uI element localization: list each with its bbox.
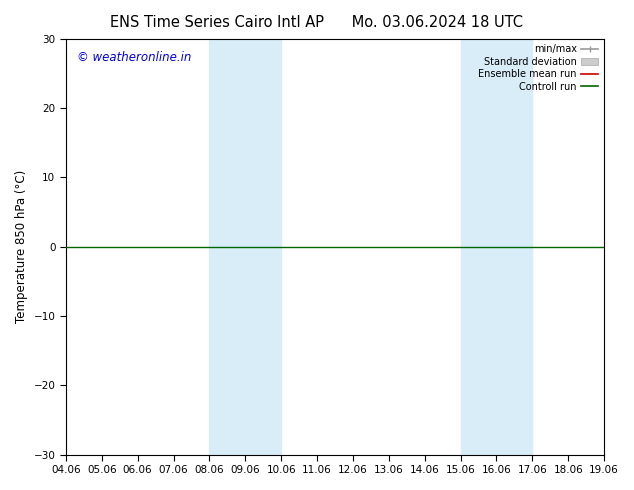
Y-axis label: Temperature 850 hPa (°C): Temperature 850 hPa (°C) (15, 170, 28, 323)
Bar (460, 39, 496, 455)
Bar (209, 39, 245, 455)
Bar (496, 39, 533, 455)
Text: © weatheronline.in: © weatheronline.in (77, 51, 191, 64)
Legend: min/max, Standard deviation, Ensemble mean run, Controll run: min/max, Standard deviation, Ensemble me… (474, 41, 602, 96)
Bar (245, 39, 281, 455)
Text: ENS Time Series Cairo Intl AP      Mo. 03.06.2024 18 UTC: ENS Time Series Cairo Intl AP Mo. 03.06.… (110, 15, 524, 30)
